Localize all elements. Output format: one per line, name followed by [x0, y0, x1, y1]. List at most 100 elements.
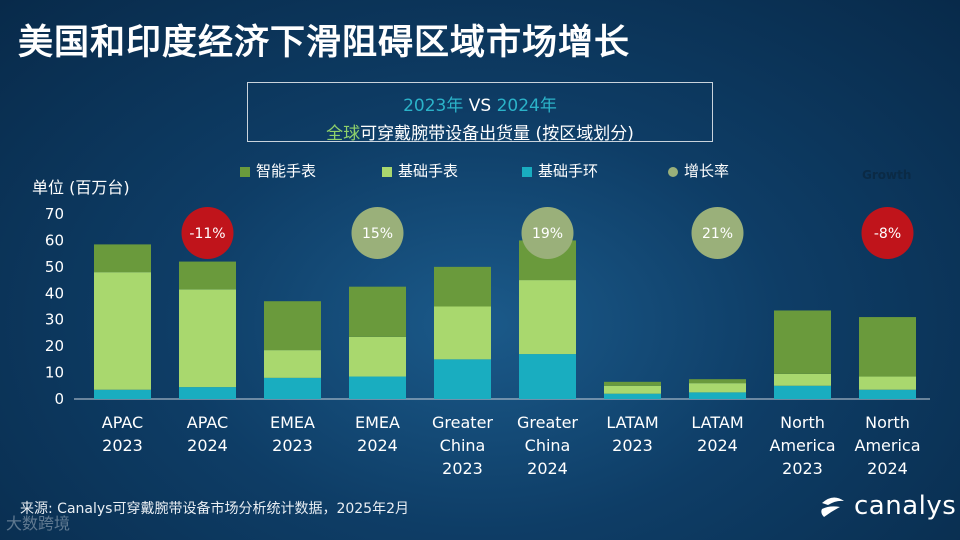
legend-item-basic-band: 基础手环	[522, 160, 598, 181]
bar-segment-basic-band	[94, 389, 151, 399]
growth-label: 21%	[702, 226, 733, 242]
x-category-label: North	[865, 413, 910, 432]
x-category-label: 2024	[697, 436, 738, 455]
legend-swatch-basic-band	[522, 166, 532, 177]
legend-label-basic-band: 基础手环	[538, 162, 599, 180]
y-tick-label: 60	[45, 231, 64, 249]
legend-dot-growth	[668, 166, 678, 177]
bar-segment-basic-band	[434, 359, 491, 399]
canalys-logo-icon	[821, 497, 844, 517]
x-category-label: 2023	[272, 436, 313, 455]
legend-item-basic-watch: 基础手表	[382, 160, 458, 181]
bar-segment-basic-watch	[434, 306, 491, 360]
bar-segment-basic-watch	[349, 336, 406, 377]
bar-segment-basic-watch	[689, 383, 746, 393]
x-category-label: America	[770, 436, 836, 455]
x-category-label: 2023	[612, 436, 653, 455]
bar-segment-smartwatch	[179, 261, 236, 290]
subtitle-year-a: 2023年	[403, 96, 464, 116]
x-category-label: China	[525, 436, 571, 455]
bar-segment-smartwatch	[604, 381, 661, 386]
bar-segment-basic-band	[264, 377, 321, 399]
canalys-logo: canalys	[818, 490, 956, 522]
growth-bubble	[691, 207, 744, 259]
growth-bubble	[521, 207, 574, 259]
subtitle-line-1: 2023年 VS 2024年	[248, 91, 712, 116]
x-category-label: Greater	[432, 413, 493, 432]
bar-segment-smartwatch	[264, 301, 321, 351]
bar-segment-basic-watch	[859, 376, 916, 390]
chart-subtitle-box: 2023年 VS 2024年 全球可穿戴腕带设备出货量 (按区域划分)	[247, 82, 713, 144]
bar-segment-smartwatch	[94, 244, 151, 273]
growth-bubble	[861, 207, 914, 259]
legend-item-growth: 增长率	[668, 160, 729, 181]
subtitle-line-2: 全球可穿戴腕带设备出货量 (按区域划分)	[248, 119, 712, 144]
y-tick-label: 40	[45, 284, 64, 302]
bar-segment-smartwatch	[349, 286, 406, 337]
page-title: 美国和印度经济下滑阻碍区域市场增长	[18, 23, 631, 63]
legend-item-smartwatch: 智能手表	[240, 160, 316, 181]
bar-segment-smartwatch	[689, 379, 746, 384]
y-tick-label: 50	[45, 258, 64, 276]
bar-segment-smartwatch	[774, 310, 831, 374]
x-category-label: LATAM	[606, 413, 658, 432]
x-category-label: China	[440, 436, 486, 455]
x-category-label: LATAM	[691, 413, 743, 432]
growth-header-label: Growth	[862, 168, 912, 182]
y-tick-label: 30	[45, 311, 64, 329]
x-category-label: 2023	[102, 436, 143, 455]
bar-segment-basic-band	[519, 354, 576, 399]
x-category-label: 2024	[187, 436, 228, 455]
growth-bubble	[181, 207, 234, 259]
logo-text: canalys	[854, 491, 957, 521]
x-category-label: EMEA	[355, 413, 400, 432]
subtitle-year-b: 2024年	[496, 96, 557, 116]
x-category-label: 2024	[867, 459, 908, 478]
y-tick-label: 70	[45, 205, 64, 223]
legend-swatch-smartwatch	[240, 166, 250, 177]
source-footnote: 来源: Canalys可穿戴腕带设备市场分析统计数据，2025年2月	[20, 501, 409, 517]
subtitle-rest: 可穿戴腕带设备出货量 (按区域划分)	[360, 124, 634, 144]
growth-bubble	[351, 207, 404, 259]
bar-segment-basic-band	[774, 385, 831, 399]
subtitle-highlight: 全球	[326, 124, 361, 144]
growth-label: 15%	[362, 226, 393, 242]
y-tick-label: 0	[54, 390, 64, 408]
x-category-label: 2024	[357, 436, 398, 455]
growth-label: -8%	[874, 226, 901, 242]
x-category-label: 2023	[442, 459, 483, 478]
x-category-label: North	[780, 413, 825, 432]
bar-segment-basic-watch	[604, 385, 661, 394]
bar-segment-basic-band	[859, 389, 916, 399]
bar-segment-basic-watch	[264, 350, 321, 378]
watermark-text: 大数跨境	[6, 514, 71, 533]
y-tick-label: 10	[45, 364, 64, 382]
x-category-label: 2023	[782, 459, 823, 478]
bar-segment-smartwatch	[434, 266, 491, 307]
bar-segment-basic-watch	[179, 289, 236, 388]
legend-label-smartwatch: 智能手表	[256, 162, 317, 180]
y-tick-label: 20	[45, 337, 64, 355]
bar-segment-basic-watch	[774, 373, 831, 386]
bar-segment-basic-watch	[94, 272, 151, 390]
bar-segment-basic-band	[604, 393, 661, 399]
bar-segment-basic-watch	[519, 280, 576, 355]
legend-swatch-basic-watch	[382, 166, 392, 177]
bar-segment-basic-band	[179, 387, 236, 399]
x-category-label: APAC	[102, 413, 143, 432]
bar-segment-basic-band	[349, 376, 406, 399]
legend-label-basic-watch: 基础手表	[398, 162, 459, 180]
growth-label: -11%	[189, 226, 225, 242]
y-axis-label: 单位 (百万台)	[32, 178, 130, 197]
subtitle-vs: VS	[463, 96, 497, 116]
x-category-label: APAC	[187, 413, 228, 432]
bar-segment-smartwatch	[859, 317, 916, 377]
growth-label: 19%	[532, 226, 563, 242]
x-category-label: America	[855, 436, 921, 455]
x-category-label: 2024	[527, 459, 568, 478]
x-category-label: Greater	[517, 413, 578, 432]
legend-label-growth: 增长率	[684, 162, 730, 180]
bar-segment-basic-band	[689, 392, 746, 399]
x-category-label: EMEA	[270, 413, 315, 432]
